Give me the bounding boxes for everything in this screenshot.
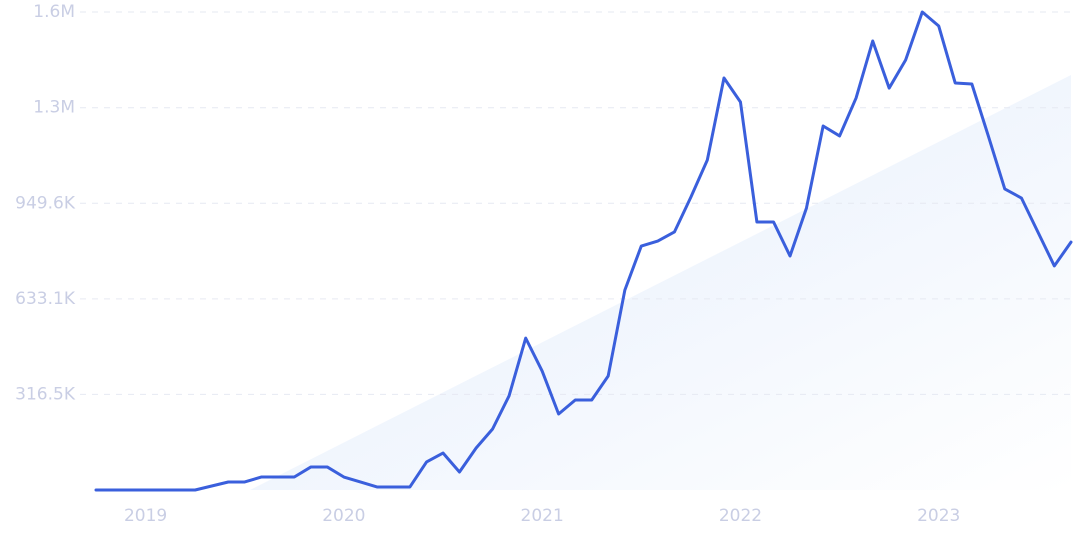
line	[94, 10, 1073, 492]
x-tick-label: 2020	[322, 506, 365, 526]
y-tick-label: 633.1K	[15, 289, 76, 309]
x-tick-label: 2022	[719, 506, 762, 526]
x-tick-label: 2021	[521, 506, 564, 526]
x-tick-label: 2019	[124, 506, 167, 526]
trend-area	[250, 75, 1071, 490]
y-tick-label: 316.5K	[15, 384, 76, 404]
y-tick-label: 1.3M	[33, 98, 75, 118]
y-tick-label: 949.6K	[15, 193, 76, 213]
y-tick-label: 1.6M	[33, 2, 75, 22]
x-tick-label: 2023	[917, 506, 960, 526]
